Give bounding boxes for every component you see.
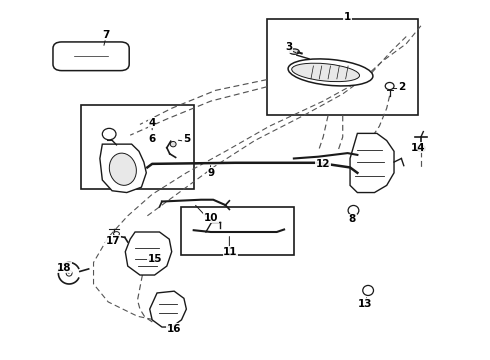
Ellipse shape (288, 59, 373, 86)
Ellipse shape (109, 153, 136, 185)
Polygon shape (350, 134, 394, 193)
Text: 4: 4 (148, 118, 156, 128)
Text: 15: 15 (147, 254, 162, 264)
Polygon shape (150, 291, 186, 327)
Text: 12: 12 (316, 159, 330, 169)
Polygon shape (100, 144, 147, 193)
Text: 6: 6 (148, 134, 156, 144)
Ellipse shape (290, 49, 299, 54)
Text: 16: 16 (167, 324, 181, 334)
Ellipse shape (66, 270, 72, 276)
Text: 1: 1 (344, 12, 351, 22)
Ellipse shape (363, 285, 373, 296)
Bar (267, 19, 418, 116)
Ellipse shape (416, 145, 425, 152)
Text: 3: 3 (285, 42, 293, 52)
Text: 8: 8 (349, 215, 356, 224)
Text: 10: 10 (203, 213, 218, 222)
Ellipse shape (170, 141, 176, 147)
Polygon shape (125, 232, 172, 275)
Ellipse shape (385, 82, 394, 90)
Ellipse shape (292, 63, 360, 82)
Text: 13: 13 (358, 299, 372, 309)
Ellipse shape (114, 231, 120, 236)
Text: 7: 7 (102, 30, 109, 40)
Text: 18: 18 (57, 263, 72, 273)
Text: 17: 17 (106, 236, 121, 246)
Bar (181, 207, 294, 255)
Ellipse shape (102, 129, 116, 140)
Text: 11: 11 (223, 247, 238, 257)
Text: 9: 9 (207, 168, 214, 178)
Text: 2: 2 (398, 82, 405, 92)
Text: 14: 14 (411, 143, 426, 153)
FancyBboxPatch shape (53, 42, 129, 71)
Bar (81, 105, 194, 189)
Text: 5: 5 (183, 134, 190, 144)
Ellipse shape (348, 206, 359, 216)
